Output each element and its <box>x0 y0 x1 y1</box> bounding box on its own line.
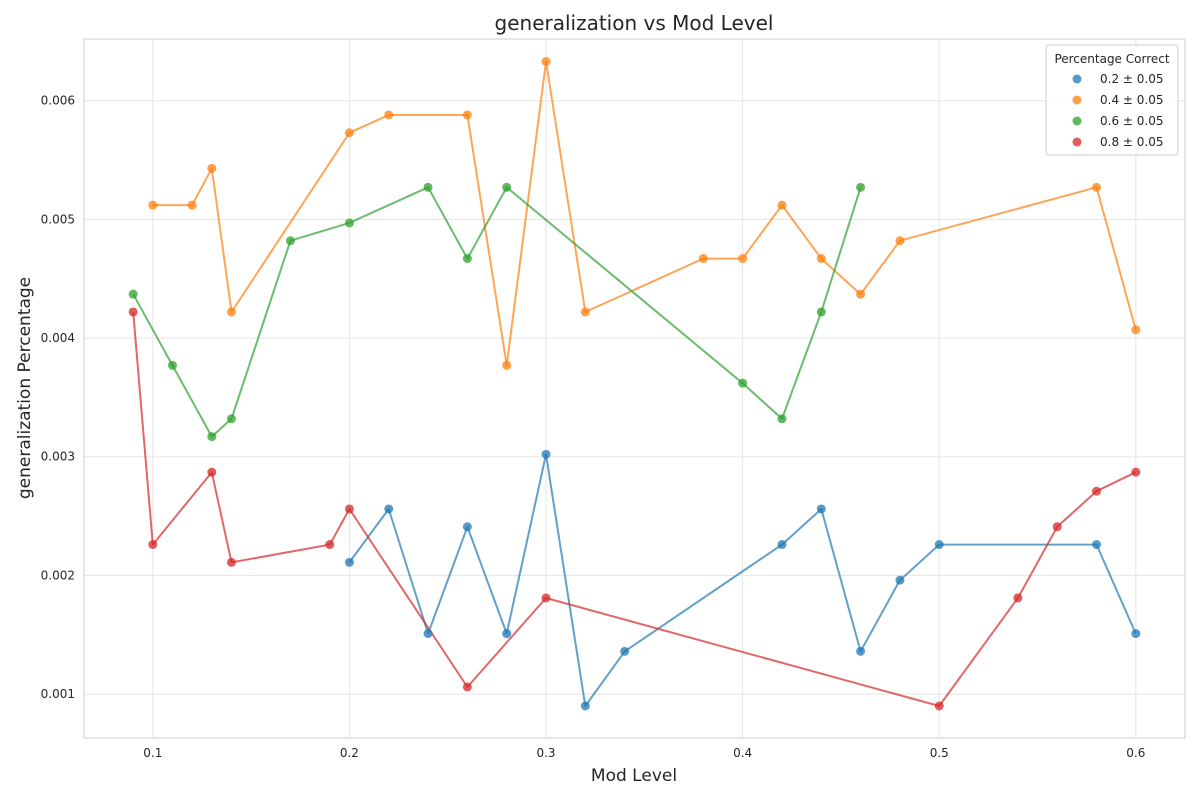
x-tick-label: 0.5 <box>930 746 949 760</box>
data-point <box>738 254 748 264</box>
y-axis-ticks: 0.001 0.002 0.003 0.004 0.005 0.006 <box>41 94 75 701</box>
legend-items: 0.2 ± 0.05 0.4 ± 0.05 0.6 ± 0.05 0.8 ± 0.05 <box>1072 72 1164 149</box>
data-point <box>895 236 905 246</box>
data-point <box>325 540 335 550</box>
data-point <box>1131 467 1141 477</box>
data-point <box>1131 629 1141 639</box>
plot-lines <box>132 60 1137 707</box>
data-point <box>148 540 158 550</box>
data-point <box>167 360 177 370</box>
plot-frame <box>83 38 1186 739</box>
data-point <box>1131 325 1141 335</box>
data-point <box>934 701 944 711</box>
data-point <box>384 110 394 120</box>
y-tick-label: 0.004 <box>41 331 75 345</box>
legend-label: 0.8 ± 0.05 <box>1100 135 1164 149</box>
legend: Percentage Correct 0.2 ± 0.050.4 ± 0.050… <box>1045 44 1179 156</box>
y-tick-label: 0.006 <box>41 94 75 108</box>
x-axis-ticks: 0.1 0.2 0.3 0.4 0.5 0.6 <box>143 746 1145 760</box>
data-point <box>816 307 826 317</box>
legend-label: 0.6 ± 0.05 <box>1100 114 1164 128</box>
data-point <box>344 218 354 228</box>
data-point <box>187 200 197 210</box>
grid <box>84 39 1185 738</box>
data-point <box>895 575 905 585</box>
x-tick-label: 0.2 <box>340 746 359 760</box>
data-point <box>1092 486 1102 496</box>
series-line-1 <box>152 60 1137 367</box>
data-point <box>344 557 354 567</box>
data-point <box>462 522 472 532</box>
y-tick-label: 0.001 <box>41 687 75 701</box>
legend-marker <box>1072 116 1082 126</box>
data-point <box>934 540 944 550</box>
data-point <box>541 449 551 459</box>
x-tick-label: 0.4 <box>733 746 752 760</box>
plot-points <box>128 57 1141 711</box>
data-point <box>207 467 217 477</box>
y-tick-label: 0.005 <box>41 212 75 226</box>
data-point <box>128 307 138 317</box>
legend-marker <box>1072 74 1082 84</box>
legend-label: 0.4 ± 0.05 <box>1100 93 1164 107</box>
data-point <box>541 57 551 67</box>
data-point <box>777 200 787 210</box>
data-point <box>285 236 295 246</box>
data-point <box>502 360 512 370</box>
data-point <box>207 432 217 442</box>
data-point <box>738 378 748 388</box>
legend-label: 0.2 ± 0.05 <box>1100 72 1164 86</box>
data-point <box>541 593 551 603</box>
data-point <box>226 414 236 424</box>
data-point <box>226 557 236 567</box>
data-point <box>462 254 472 264</box>
data-point <box>462 110 472 120</box>
data-point <box>856 182 866 192</box>
legend-marker <box>1072 95 1082 105</box>
legend-title: Percentage Correct <box>1054 52 1169 66</box>
data-point <box>502 182 512 192</box>
x-tick-label: 0.6 <box>1126 746 1145 760</box>
data-point <box>777 414 787 424</box>
data-point <box>423 182 433 192</box>
data-point <box>1092 540 1102 550</box>
data-point <box>462 682 472 692</box>
series-line-3 <box>132 311 1137 707</box>
data-point <box>344 504 354 514</box>
data-point <box>816 504 826 514</box>
data-point <box>580 307 590 317</box>
y-tick-label: 0.003 <box>41 450 75 464</box>
data-point <box>423 629 433 639</box>
data-point <box>777 540 787 550</box>
data-point <box>620 646 630 656</box>
chart-title: generalization vs Mod Level <box>495 11 774 35</box>
data-point <box>502 629 512 639</box>
data-point <box>1052 522 1062 532</box>
data-point <box>207 163 217 173</box>
data-point <box>148 200 158 210</box>
data-point <box>698 254 708 264</box>
data-point <box>344 128 354 138</box>
data-point <box>856 289 866 299</box>
data-point <box>128 289 138 299</box>
legend-box <box>1045 44 1179 156</box>
y-tick-label: 0.002 <box>41 568 75 582</box>
y-axis-label: generalization Percentage <box>15 277 35 499</box>
x-tick-label: 0.1 <box>143 746 162 760</box>
data-point <box>226 307 236 317</box>
series-line-2 <box>132 186 862 438</box>
data-point <box>816 254 826 264</box>
data-point <box>1013 593 1023 603</box>
x-tick-label: 0.3 <box>536 746 555 760</box>
data-point <box>580 701 590 711</box>
data-point <box>1092 182 1102 192</box>
legend-marker <box>1072 137 1082 147</box>
data-point <box>384 504 394 514</box>
data-point <box>856 646 866 656</box>
x-axis-label: Mod Level <box>591 766 677 786</box>
